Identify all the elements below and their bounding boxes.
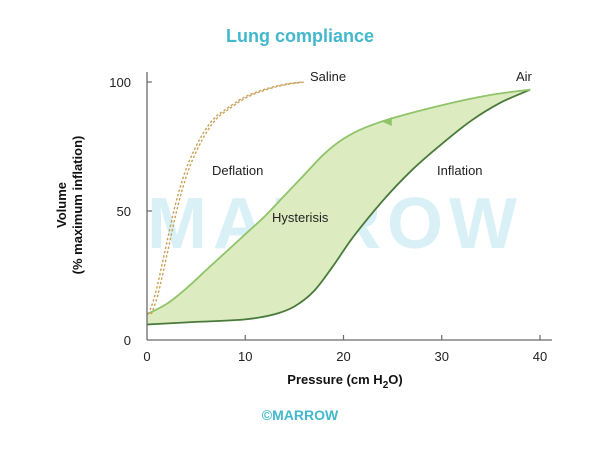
axis-ticks: 0 10 20 30 40 0 50 100 — [109, 75, 547, 364]
air-label: Air — [516, 69, 533, 84]
x-axis-title-prefix: Pressure (cm H — [287, 372, 382, 387]
y-axis-title: Volume (% maximum inflation) — [54, 136, 85, 275]
x-axis-title: Pressure (cm H2O) — [287, 372, 402, 391]
x-tick-label-0: 0 — [143, 349, 150, 364]
hysteresis-area — [147, 89, 531, 325]
inflation-label: Inflation — [437, 163, 483, 178]
footer-copyright: ©MARROW — [262, 407, 339, 423]
deflation-label: Deflation — [212, 163, 263, 178]
y-axis-title-line1: Volume — [54, 182, 69, 228]
saline-label: Saline — [310, 69, 346, 84]
x-tick-label-10: 10 — [238, 349, 252, 364]
deflation-curve — [146, 88, 531, 316]
deflation-arrow — [382, 116, 392, 126]
plot-area — [146, 81, 531, 326]
y-tick-label-0: 0 — [124, 333, 131, 348]
x-axis-title-suffix: O) — [388, 372, 402, 387]
x-tick-label-40: 40 — [533, 349, 547, 364]
x-tick-label-20: 20 — [336, 349, 350, 364]
x-axis-title-subscript: 2 — [383, 380, 389, 391]
y-tick-label-100: 100 — [109, 75, 131, 90]
saline-curve-2 — [150, 81, 306, 315]
inflation-curve — [146, 88, 531, 326]
y-tick-label-50: 50 — [117, 204, 131, 219]
saline-curve-1 — [147, 81, 303, 315]
hysteresis-label: Hysterisis — [272, 210, 329, 225]
chart-title: Lung compliance — [226, 26, 374, 46]
x-tick-label-30: 30 — [435, 349, 449, 364]
y-axis-title-line2: (% maximum inflation) — [70, 136, 85, 275]
